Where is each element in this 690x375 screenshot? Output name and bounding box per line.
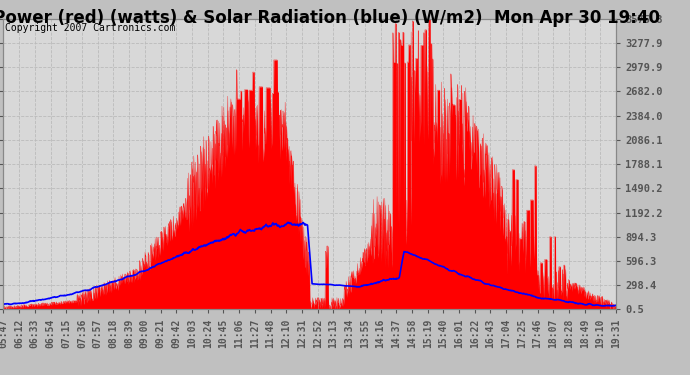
Text: Grid Power (red) (watts) & Solar Radiation (blue) (W/m2)  Mon Apr 30 19:40: Grid Power (red) (watts) & Solar Radiati… (0, 9, 660, 27)
Text: Copyright 2007 Cartronics.com: Copyright 2007 Cartronics.com (6, 23, 176, 33)
